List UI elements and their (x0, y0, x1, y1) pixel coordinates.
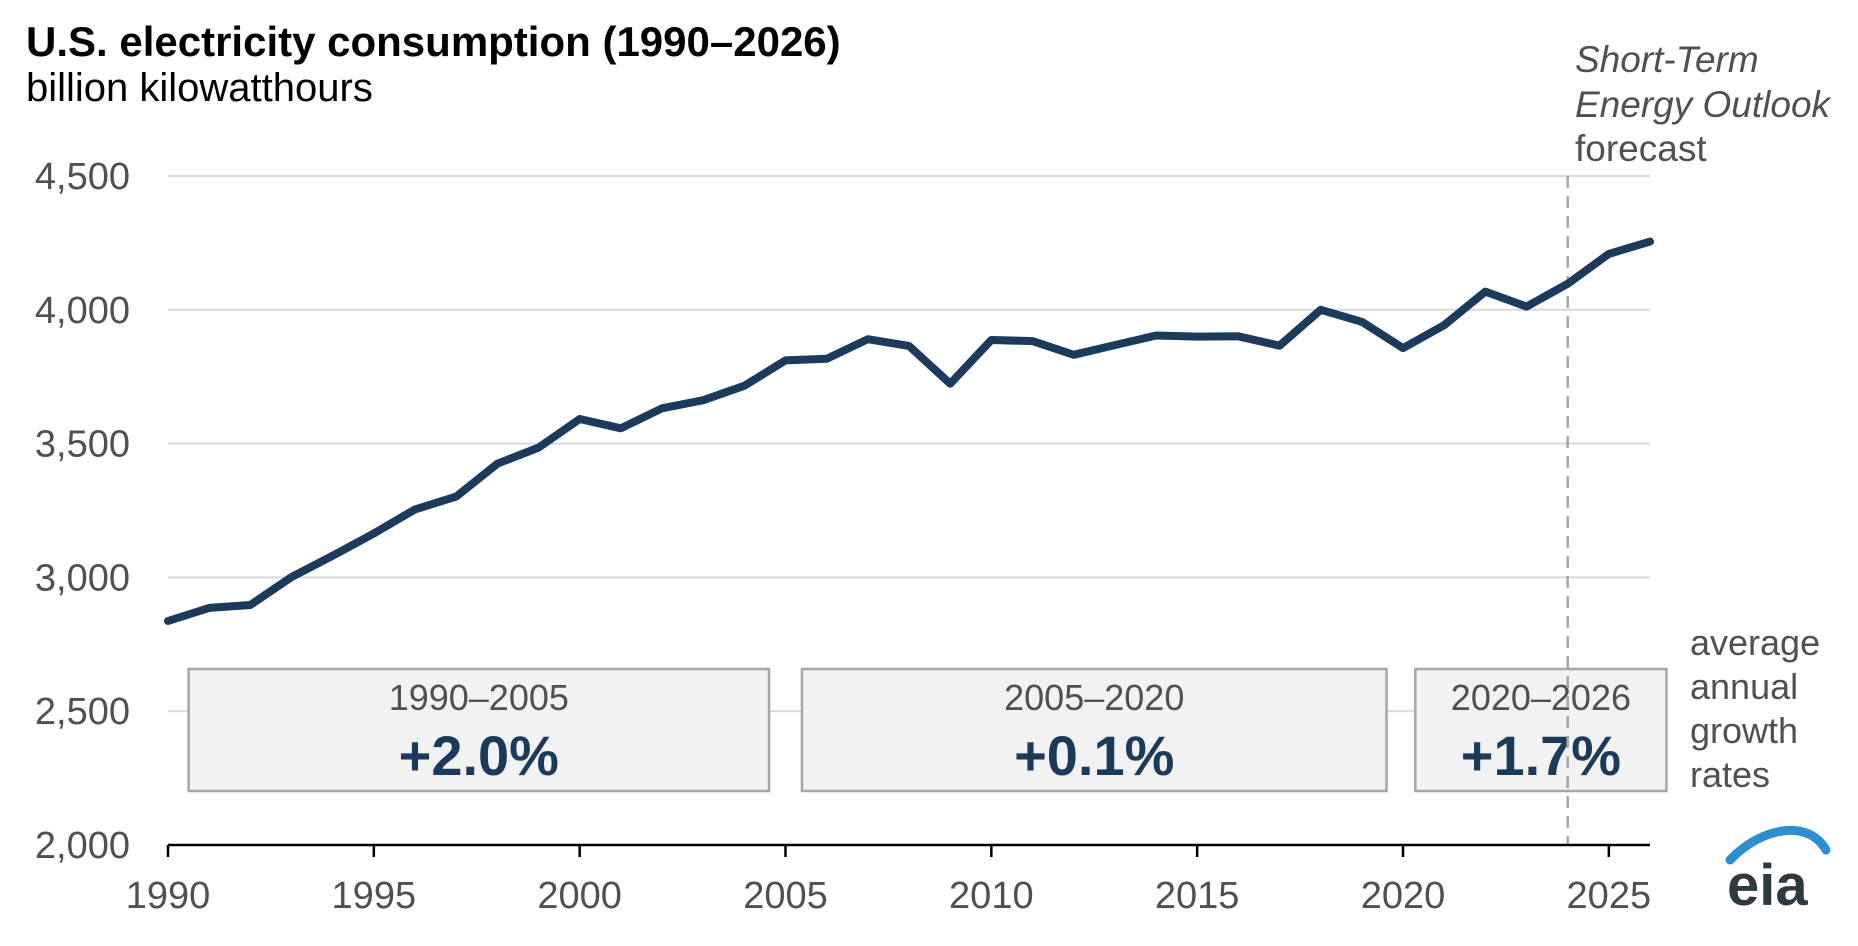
forecast-label-suffix: forecast (1575, 128, 1707, 169)
logo-arc-icon (1725, 825, 1831, 865)
growth-note: average annual growth rates (1690, 622, 1820, 795)
growth-period-label: 2020–2026 (1451, 677, 1631, 718)
growth-note-line-4: rates (1690, 754, 1770, 795)
growth-note-line-1: average (1690, 622, 1820, 663)
consumption-line (164, 237, 1654, 625)
eia-logo: eia (1725, 825, 1831, 918)
chart-subtitle: billion kilowatthours (26, 66, 373, 110)
y-tick-label: 3,000 (35, 557, 130, 599)
growth-rate-value: +0.1% (1014, 724, 1174, 787)
chart-title: U.S. electricity consumption (1990–2026) (26, 18, 841, 65)
x-tick-label: 2000 (537, 875, 622, 917)
logo-text: eia (1727, 853, 1808, 918)
y-tick-label: 4,500 (35, 156, 130, 198)
growth-rate-box-bg (800, 667, 1388, 793)
growth-period-label: 2005–2020 (1004, 677, 1184, 718)
y-tick-label: 4,000 (35, 290, 130, 332)
growth-period-label: 1990–2005 (389, 677, 569, 718)
growth-note-line-2: annual (1690, 666, 1798, 707)
x-axis-ticks: 1990 1995 2000 2005 2010 2015 2020 2025 (126, 845, 1651, 917)
x-tick-label: 2010 (949, 875, 1034, 917)
forecast-label-line-1: Short-Term (1575, 39, 1759, 80)
x-tick-label: 1990 (126, 875, 211, 917)
growth-rate-box: 2005–2020 +0.1% (800, 667, 1388, 793)
gridlines (168, 175, 1650, 713)
growth-rate-box: 1990–2005 +2.0% (187, 667, 771, 793)
forecast-label-line-2: Energy Outlook (1575, 84, 1833, 125)
growth-rate-value: +2.0% (399, 724, 559, 787)
y-tick-label: 3,500 (35, 424, 130, 466)
x-tick-label: 1995 (332, 875, 417, 917)
growth-rate-box-bg (187, 667, 771, 793)
growth-rate-value: +1.7% (1461, 724, 1621, 787)
growth-note-line-3: growth (1690, 710, 1798, 751)
x-tick-label: 2015 (1155, 875, 1240, 917)
growth-rate-box: 2020–2026 +1.7% (1414, 667, 1668, 793)
growth-rate-box-bg (1414, 667, 1668, 793)
y-tick-label: 2,500 (35, 691, 130, 733)
y-tick-label: 2,000 (35, 825, 130, 867)
x-tick-label: 2025 (1567, 875, 1652, 917)
x-tick-label: 2020 (1361, 875, 1446, 917)
growth-rate-boxes: 1990–2005 +2.0% 2005–2020 +0.1% 2020–2026 +1.… (187, 667, 1668, 793)
x-tick-label: 2005 (743, 875, 828, 917)
y-axis-ticks: 2,000 2,500 3,000 3,500 4,000 4,500 (35, 156, 130, 867)
consumption-series (164, 237, 1654, 625)
